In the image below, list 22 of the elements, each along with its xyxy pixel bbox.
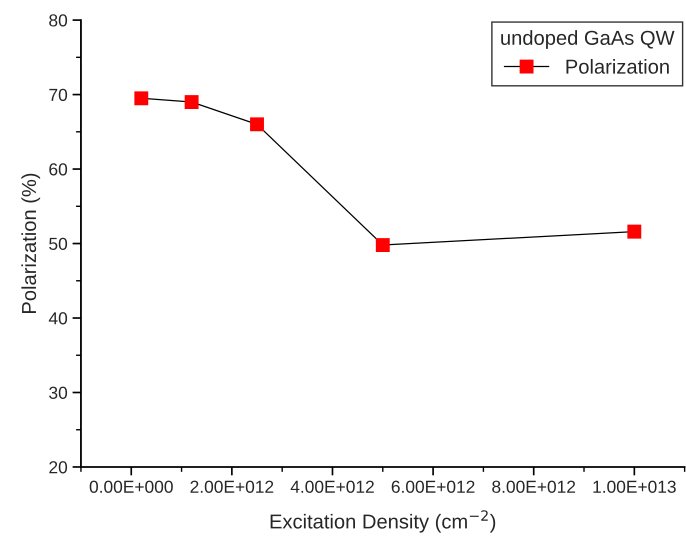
x-tick-label: 2.00E+012: [190, 480, 274, 493]
x-tick-label: 6.00E+012: [392, 480, 474, 493]
y-tick-label: 80: [49, 14, 68, 27]
point: [250, 117, 264, 132]
y-tick-label: 30: [49, 386, 68, 399]
y-tick-label: 60: [49, 163, 68, 176]
y-tick-label: 50: [49, 238, 68, 250]
x-tick-label: 0.00E+000: [90, 480, 173, 493]
y-tick-label: 20: [49, 461, 68, 474]
x-tick-label: 8.00E+012: [492, 480, 576, 493]
legend-label: Polarization: [566, 59, 669, 74]
point: [184, 95, 199, 109]
x-tick-label: 4.00E+012: [290, 480, 374, 493]
y-tick-label: 70: [49, 88, 68, 102]
y-axis-title: Polarization (%): [21, 174, 40, 313]
point: [627, 224, 642, 239]
x-tick-label: 1.00E+013: [593, 480, 676, 493]
point: [376, 238, 390, 252]
x-axis-title: Excitation Density (cm$^{−2}$): [270, 510, 496, 533]
point: [134, 91, 148, 106]
legend-title: undoped GaAs QW: [501, 30, 674, 49]
y-tick-label: 40: [48, 312, 68, 324]
